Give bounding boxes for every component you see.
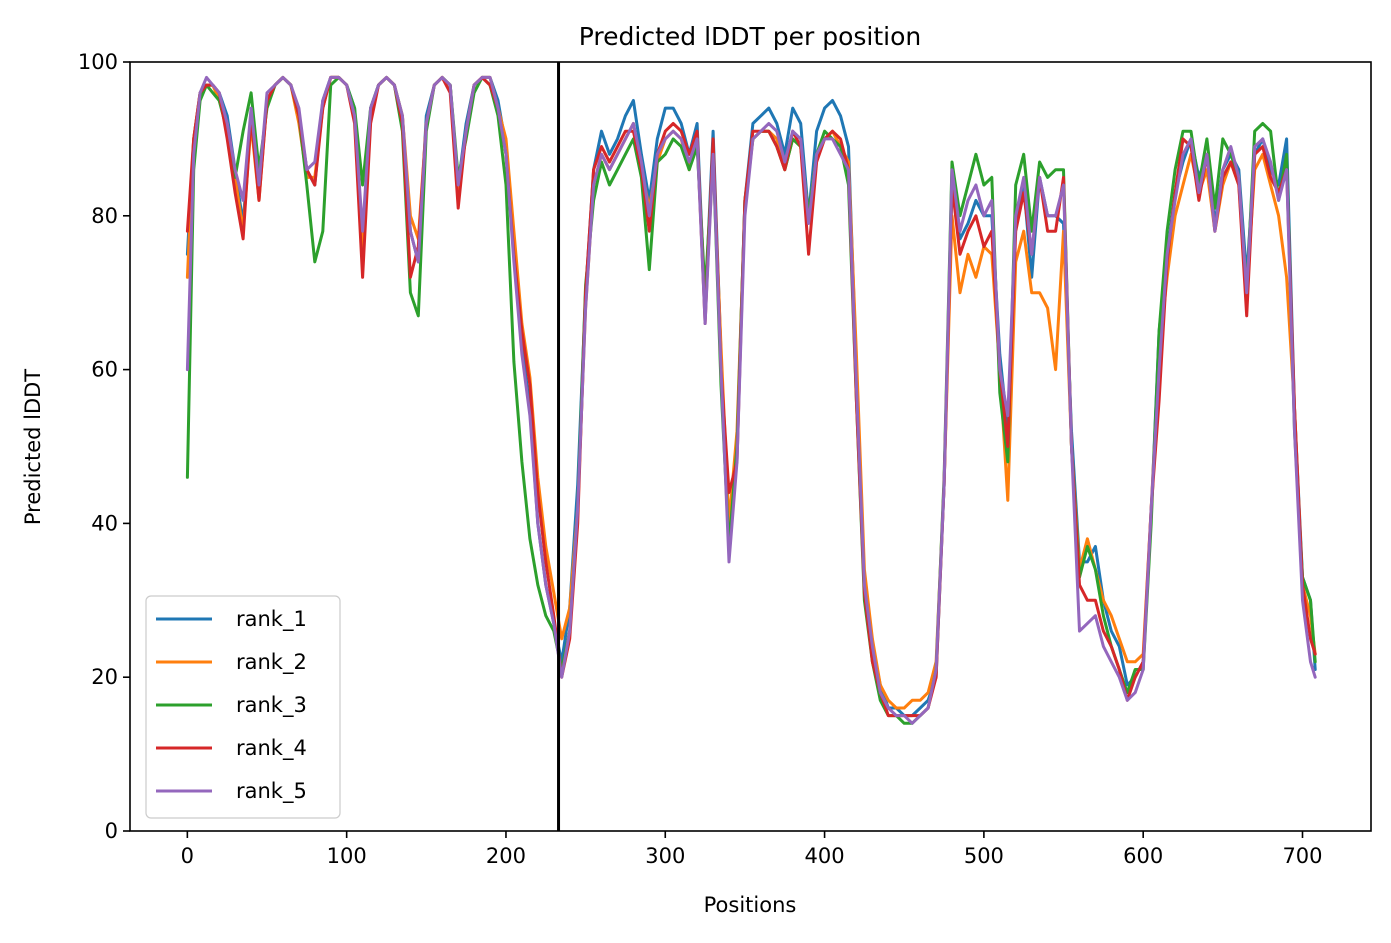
x-tick-label: 300 — [645, 844, 685, 868]
y-tick-label: 20 — [91, 665, 118, 689]
x-tick-label: 500 — [964, 844, 1004, 868]
legend: rank_1 rank_2 rank_3 rank_4 rank_5 — [145, 595, 341, 819]
y-tick-label: 40 — [91, 511, 118, 535]
x-tick-label: 600 — [1123, 844, 1163, 868]
legend-box — [145, 595, 341, 819]
legend-label-2: rank_2 — [236, 650, 307, 675]
axes-layer: 0 100 200 300 400 500 600 700 0 20 40 60 80 100 — [78, 50, 1372, 868]
legend-label-5: rank_5 — [236, 779, 307, 804]
legend-label-3: rank_3 — [236, 693, 307, 718]
x-tick-label: 100 — [327, 844, 367, 868]
x-tick-label: 0 — [181, 844, 194, 868]
series-line-5 — [185, 75, 1317, 725]
plot-frame — [129, 61, 1372, 832]
y-tick-label: 80 — [91, 204, 118, 228]
y-tick-label: 60 — [91, 358, 118, 382]
x-tick-label: 200 — [486, 844, 526, 868]
series-layer — [185, 75, 1317, 725]
x-tick-label: 700 — [1282, 844, 1322, 868]
y-axis-title: Predicted lDDT — [21, 369, 45, 525]
chart-title: Predicted lDDT per position — [579, 22, 921, 51]
y-tick-label: 0 — [105, 819, 118, 843]
y-tick-label: 100 — [78, 50, 118, 74]
x-axis-title: Positions — [704, 893, 797, 917]
legend-label-1: rank_1 — [236, 607, 307, 632]
x-tick-label: 400 — [805, 844, 845, 868]
legend-label-4: rank_4 — [236, 736, 307, 761]
